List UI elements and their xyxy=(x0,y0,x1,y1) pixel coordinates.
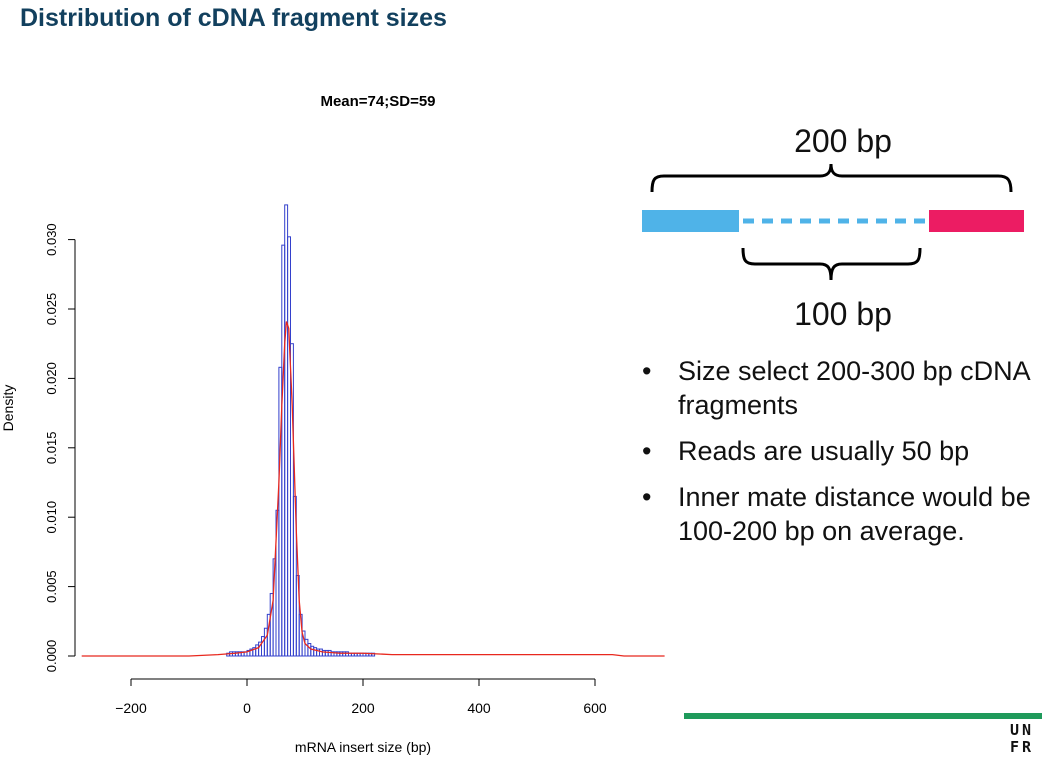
y-axis: 0.000 0.005 0.010 0.015 0.020 0.025 0.030 xyxy=(44,223,76,673)
y-tick-label: 0.005 xyxy=(44,570,59,603)
institution-logo: UN FR xyxy=(1010,721,1035,756)
chart-title: Mean=74;SD=59 xyxy=(320,93,435,110)
x-tick-label: 200 xyxy=(351,700,375,716)
y-tick-label: 0.000 xyxy=(44,640,59,673)
density-curve-layer xyxy=(81,321,665,657)
footer-rule xyxy=(684,713,1042,719)
x-tick-label: −200 xyxy=(115,700,147,716)
density-curve xyxy=(81,321,665,657)
bullet-text: Reads are usually 50 bp xyxy=(678,436,970,466)
density-histogram-chart: Mean=74;SD=59 0.0000.0050.0100.0150.0200… xyxy=(0,93,665,755)
x-axis: −200 0 200 400 600 xyxy=(115,678,607,716)
bottom-brace xyxy=(741,247,922,281)
y-tick-label: 0.010 xyxy=(44,501,59,534)
y-tick-label: 0.015 xyxy=(44,432,59,465)
bullet-item: • Size select 200-300 bp cDNA fragments xyxy=(642,356,1030,420)
x-axis-label: mRNA insert size (bp) xyxy=(295,739,431,755)
y-tick-label: 0.025 xyxy=(44,293,59,326)
inner-distance-label: 100 bp xyxy=(794,296,892,332)
bullet-text: Size select 200-300 bp cDNA fragments xyxy=(678,356,1030,420)
x-tick-label: 0 xyxy=(243,700,251,716)
bullet-item: • Inner mate distance would be 100-200 bp… xyxy=(642,482,1031,546)
insert-length-label: 200 bp xyxy=(794,123,892,159)
read-1-bar xyxy=(642,210,739,232)
slide-title: Distribution of cDNA fragment sizes xyxy=(20,4,447,32)
top-brace xyxy=(650,163,1013,193)
bullet-text: Inner mate distance would be 100-200 bp … xyxy=(678,482,1031,546)
x-tick-label: 600 xyxy=(583,700,607,716)
histogram-bars xyxy=(226,204,376,657)
bullet-item: • Reads are usually 50 bp xyxy=(642,436,970,466)
read-2-bar xyxy=(929,210,1024,232)
y-tick-label: 0.030 xyxy=(44,223,59,256)
bullet-list: • Size select 200-300 bp cDNA fragments •… xyxy=(638,354,1038,560)
y-axis-label: Density xyxy=(0,385,16,432)
y-tick-label: 0.020 xyxy=(44,362,59,395)
read-pair-diagram: 200 bp 100 bp xyxy=(642,123,1024,332)
x-tick-label: 400 xyxy=(467,700,491,716)
